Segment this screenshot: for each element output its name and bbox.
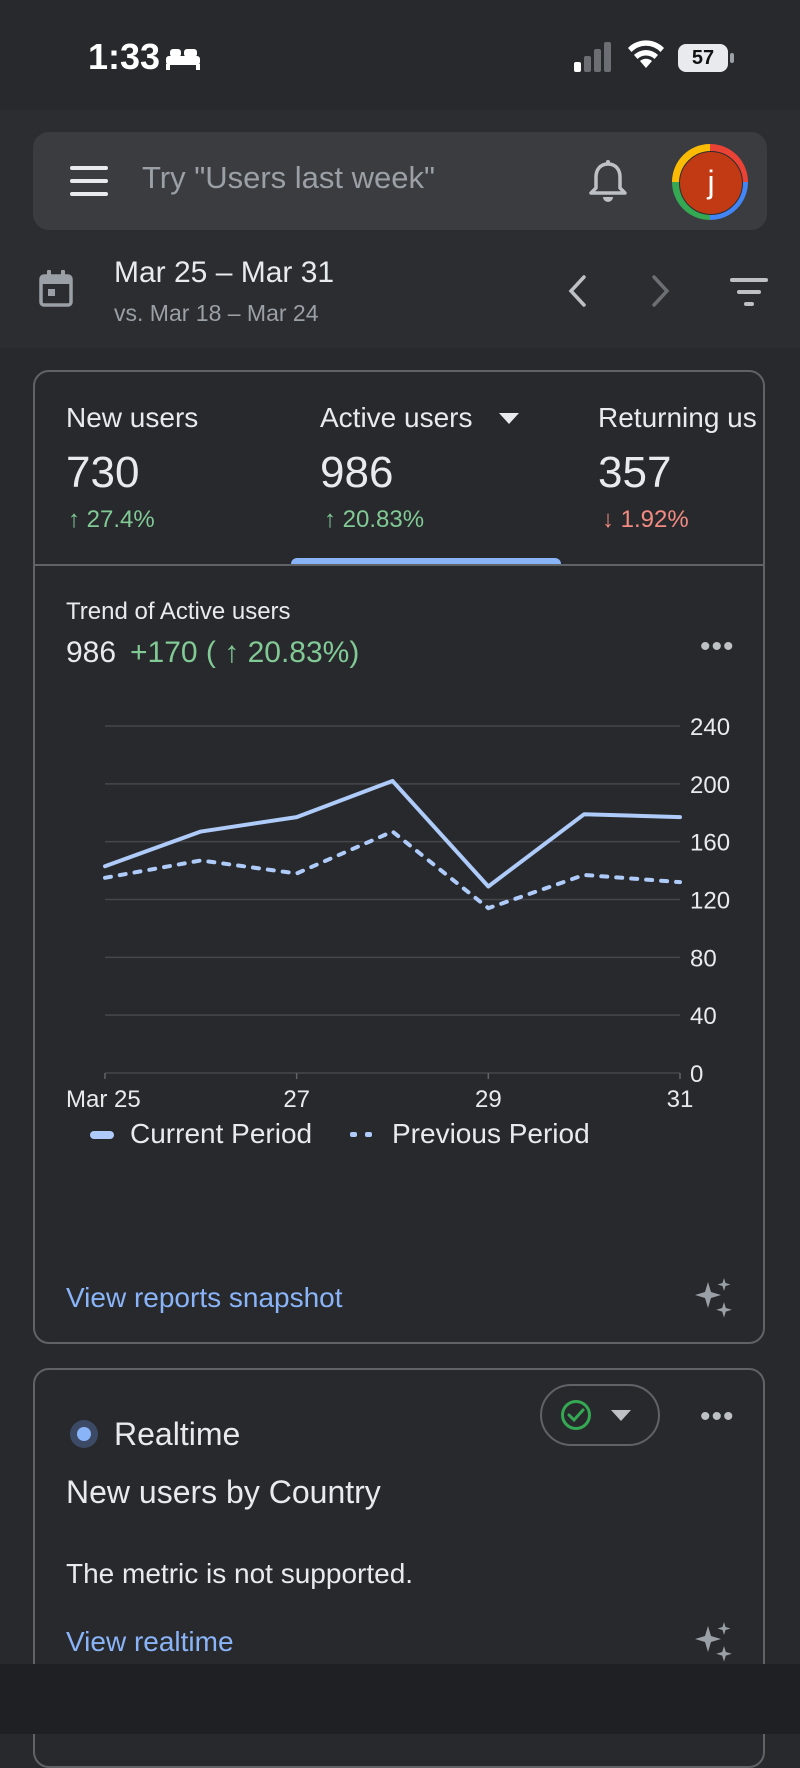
date-range[interactable]: Mar 25 – Mar 31 — [114, 256, 334, 290]
y-tick-label: 120 — [690, 888, 730, 915]
y-tick-label: 40 — [690, 1003, 717, 1030]
wifi-icon — [628, 40, 664, 70]
legend-current-label: Current Period — [130, 1118, 312, 1150]
legend-previous-label: Previous Period — [392, 1118, 590, 1150]
realtime-label: Realtime — [114, 1416, 240, 1453]
more-options-icon[interactable]: ••• — [700, 630, 735, 664]
realtime-message: The metric is not supported. — [66, 1558, 413, 1590]
metric-value-returning-users: 357 — [598, 448, 671, 498]
metric-label-active-users[interactable]: Active users — [320, 402, 473, 434]
y-tick-label: 160 — [690, 830, 730, 857]
chevron-right-icon[interactable] — [650, 274, 672, 308]
trend-delta: +170 ( ↑ 20.83%) — [130, 636, 359, 670]
metric-delta-returning-users: ↓ 1.92% — [602, 506, 689, 534]
active-users-line-chart: 240 200 160 120 80 40 0 Mar 25 27 29 31 — [0, 700, 800, 1120]
realtime-live-dot — [77, 1427, 91, 1441]
x-tick-label: 31 — [667, 1086, 694, 1113]
check-circle-icon[interactable] — [560, 1399, 592, 1431]
metric-value-active-users: 986 — [320, 448, 393, 498]
legend-current-swatch — [90, 1131, 114, 1139]
battery-nub — [730, 53, 734, 63]
y-tick-label: 200 — [690, 772, 730, 799]
date-compare[interactable]: vs. Mar 18 – Mar 24 — [114, 300, 319, 327]
battery-indicator: 57 — [678, 44, 728, 72]
metric-value-new-users: 730 — [66, 448, 139, 498]
filter-icon[interactable] — [730, 278, 768, 306]
search-input[interactable]: Try "Users last week" — [142, 160, 435, 196]
pill-dropdown-arrow-icon[interactable] — [610, 1409, 632, 1423]
dropdown-arrow-icon[interactable] — [498, 412, 520, 426]
tabs-divider — [35, 564, 763, 566]
realtime-sparkle-icon[interactable] — [694, 1622, 734, 1662]
x-tick-label: Mar 25 — [66, 1086, 141, 1113]
x-tick-label: 29 — [475, 1086, 502, 1113]
trend-title: Trend of Active users — [66, 598, 291, 626]
view-reports-snapshot-link[interactable]: View reports snapshot — [66, 1282, 343, 1314]
sparkle-insights-icon[interactable] — [694, 1278, 734, 1318]
metric-delta-new-users: ↑ 27.4% — [68, 506, 155, 534]
y-tick-label: 0 — [690, 1061, 703, 1088]
x-tick-label: 27 — [283, 1086, 310, 1113]
trend-value: 986 — [66, 636, 116, 670]
realtime-title: New users by Country — [66, 1474, 381, 1511]
y-tick-label: 240 — [690, 714, 730, 741]
metric-label-returning-users[interactable]: Returning us — [598, 402, 764, 434]
status-filter-pill[interactable] — [540, 1384, 660, 1446]
metric-label-new-users[interactable]: New users — [66, 402, 198, 434]
bottom-bar — [0, 1664, 800, 1734]
calendar-icon[interactable] — [38, 270, 74, 308]
notifications-bell-icon[interactable] — [588, 160, 628, 204]
menu-icon[interactable] — [70, 166, 108, 196]
y-tick-label: 80 — [690, 945, 717, 972]
legend-previous-swatch — [350, 1130, 374, 1140]
sleep-focus-icon — [164, 46, 202, 70]
realtime-more-options-icon[interactable]: ••• — [700, 1400, 735, 1434]
avatar[interactable]: j — [679, 151, 743, 215]
cellular-signal-icon — [574, 42, 614, 72]
view-realtime-link[interactable]: View realtime — [66, 1626, 234, 1658]
series-line-previous-period — [105, 832, 680, 909]
status-time: 1:33 — [88, 36, 160, 78]
chevron-left-icon[interactable] — [566, 274, 588, 308]
metric-delta-active-users: ↑ 20.83% — [324, 506, 424, 534]
